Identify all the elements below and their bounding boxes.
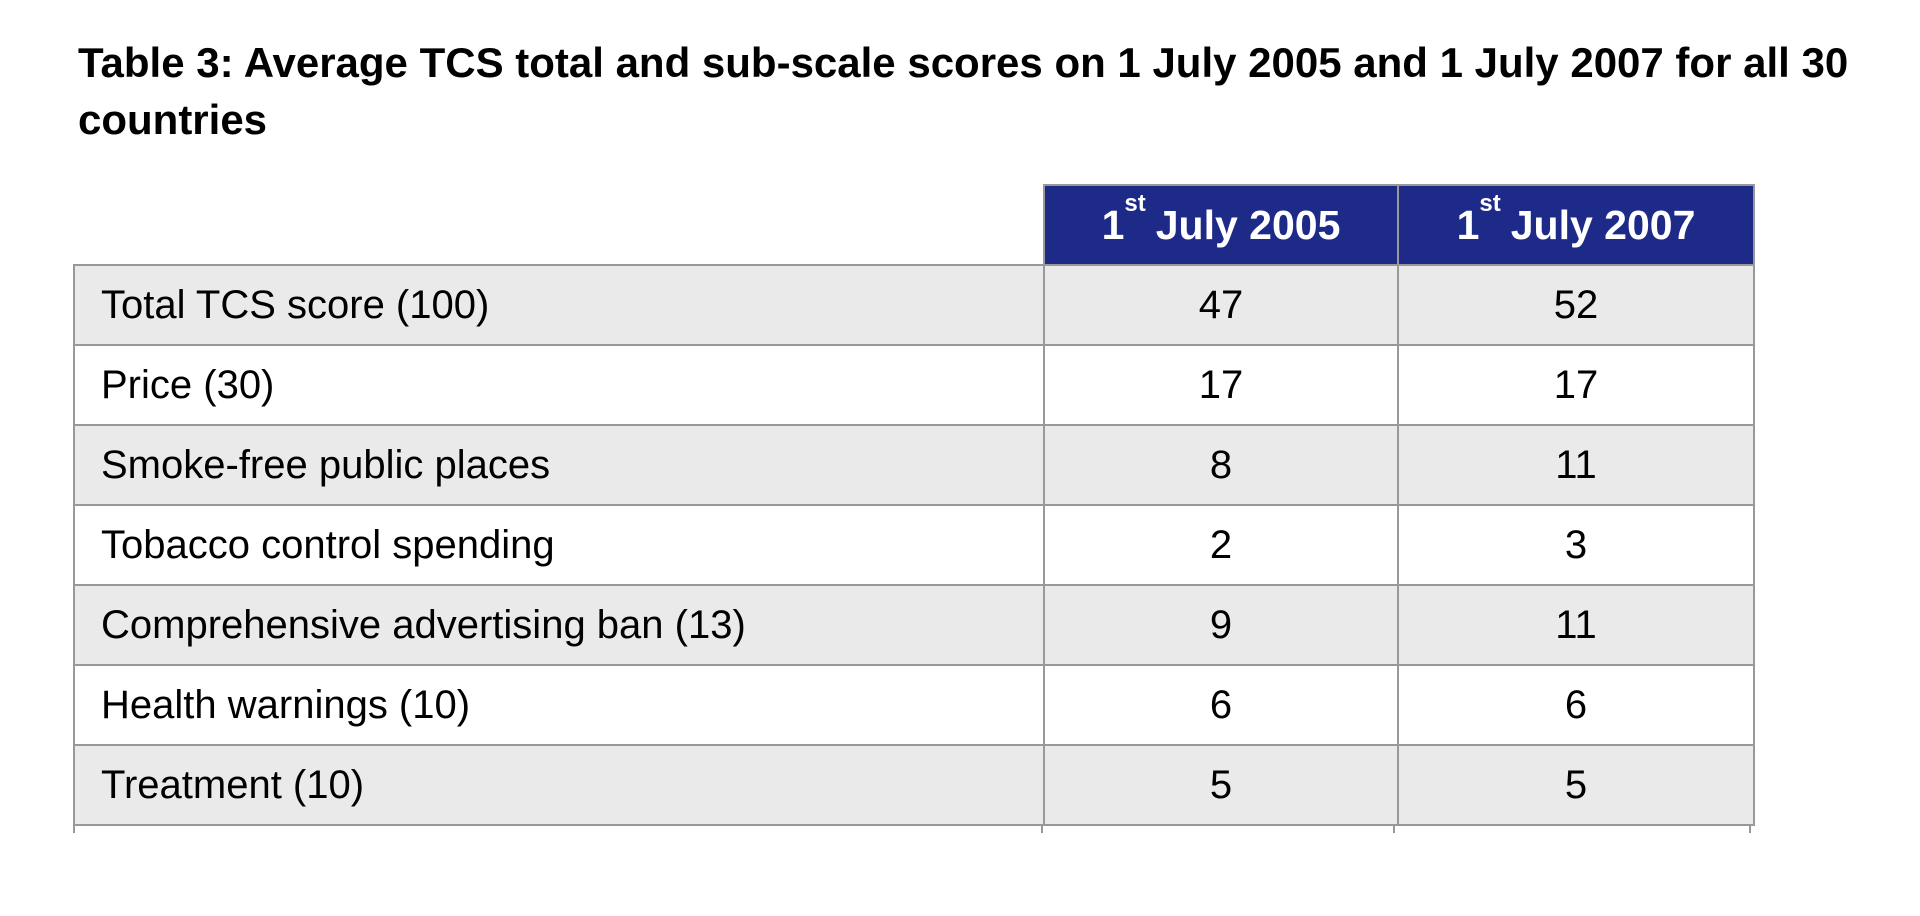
value-2007: 3 <box>1397 504 1755 586</box>
value-2005: 6 <box>1043 664 1399 746</box>
table-row-total-tcs-score: Total TCS score (100) 47 52 <box>73 264 1755 346</box>
value-2007: 52 <box>1397 264 1755 346</box>
value-2005: 2 <box>1043 504 1399 586</box>
table-row-tobacco-control-spending: Tobacco control spending 2 3 <box>73 504 1755 586</box>
value-2007: 6 <box>1397 664 1755 746</box>
clipped-cell <box>1043 826 1395 833</box>
row-label: Health warnings (10) <box>73 664 1045 746</box>
value-2007: 11 <box>1397 584 1755 666</box>
tcs-score-table-container: 1st July 2005 1st July 2007 Total TCS scor… <box>73 184 1755 833</box>
header-prefix: 1 <box>1456 201 1480 248</box>
table-row-treatment: Treatment (10) 5 5 <box>73 744 1755 826</box>
value-2005: 17 <box>1043 344 1399 426</box>
clipped-next-row-fragment <box>73 826 1753 833</box>
value-2005: 8 <box>1043 424 1399 506</box>
tcs-score-table: 1st July 2005 1st July 2007 Total TCS scor… <box>73 184 1755 826</box>
table-row-price: Price (30) 17 17 <box>73 344 1755 426</box>
header-prefix: 1 <box>1101 201 1125 248</box>
header-row: 1st July 2005 1st July 2007 <box>74 184 1755 266</box>
column-header-july-2005: 1st July 2005 <box>1043 184 1399 266</box>
table-row-comprehensive-advertising-ban: Comprehensive advertising ban (13) 9 11 <box>73 584 1755 666</box>
header-rest: July 2007 <box>1510 201 1696 248</box>
value-2005: 9 <box>1043 584 1399 666</box>
row-label: Price (30) <box>73 344 1045 426</box>
table-header: 1st July 2005 1st July 2007 <box>74 184 1755 266</box>
row-label: Treatment (10) <box>73 744 1045 826</box>
row-label: Total TCS score (100) <box>73 264 1045 346</box>
value-2007: 11 <box>1397 424 1755 506</box>
table-body: Total TCS score (100) 47 52 Price (30) 1… <box>73 264 1755 826</box>
value-2005: 47 <box>1043 264 1399 346</box>
header-superscript: st <box>1124 189 1146 217</box>
table-row-smoke-free-public-places: Smoke-free public places 8 11 <box>73 424 1755 506</box>
row-label: Smoke-free public places <box>73 424 1045 506</box>
value-2007: 5 <box>1397 744 1755 826</box>
clipped-cell <box>75 826 1043 833</box>
row-label: Tobacco control spending <box>73 504 1045 586</box>
header-empty-corner-cell <box>74 185 1044 265</box>
header-rest: July 2005 <box>1155 201 1341 248</box>
table-row-health-warnings: Health warnings (10) 6 6 <box>73 664 1755 746</box>
clipped-cell <box>1395 826 1751 833</box>
value-2005: 5 <box>1043 744 1399 826</box>
page-title: Table 3: Average TCS total and sub-scale… <box>78 39 1849 143</box>
column-header-july-2007: 1st July 2007 <box>1397 184 1755 266</box>
header-superscript: st <box>1479 189 1501 217</box>
value-2007: 17 <box>1397 344 1755 426</box>
row-label: Comprehensive advertising ban (13) <box>73 584 1045 666</box>
